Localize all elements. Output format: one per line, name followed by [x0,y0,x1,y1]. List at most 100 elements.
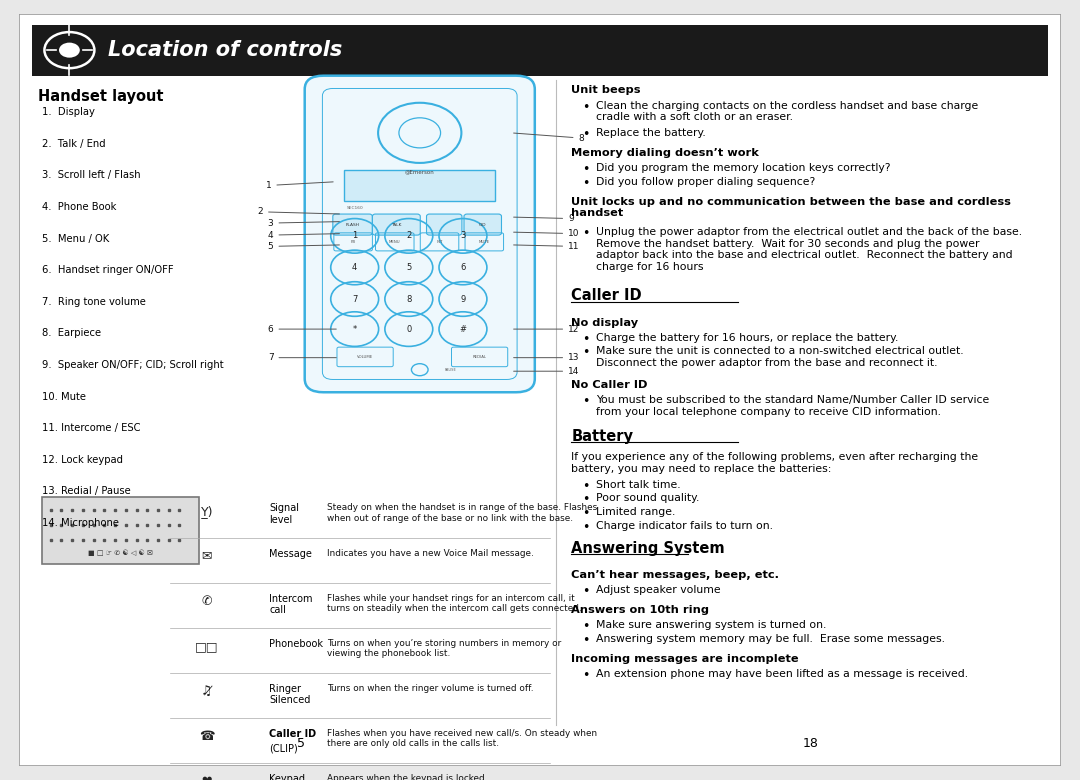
Text: *: * [352,324,356,334]
Text: 2: 2 [257,207,339,216]
Text: Y̲): Y̲) [201,505,213,518]
Text: •: • [582,494,589,506]
Text: 9.  Speaker ON/OFF; CID; Scroll right: 9. Speaker ON/OFF; CID; Scroll right [42,360,224,370]
Text: An extension phone may have been lifted as a message is received.: An extension phone may have been lifted … [596,669,969,679]
Text: 2.  Talk / End: 2. Talk / End [42,139,106,149]
Text: •: • [582,507,589,520]
Text: FLASH: FLASH [346,222,360,226]
Text: •: • [582,346,589,360]
Text: Flashes while your handset rings for an intercom call, it
turns on steadily when: Flashes while your handset rings for an … [326,594,581,613]
Text: 6: 6 [268,324,336,334]
Text: MUTE: MUTE [478,240,490,244]
Text: MENU: MENU [389,240,401,244]
Text: Caller ID: Caller ID [269,729,316,739]
Text: 7.  Ring tone volume: 7. Ring tone volume [42,296,146,307]
Text: 4: 4 [268,231,339,239]
Text: Unit locks up and no communication between the base and cordless
handset: Unit locks up and no communication betwe… [571,197,1011,218]
FancyBboxPatch shape [19,14,1061,766]
Text: Unit beeps: Unit beeps [571,86,640,95]
Text: Caller ID: Caller ID [571,289,642,303]
FancyBboxPatch shape [464,214,501,235]
Text: 8: 8 [406,295,411,303]
Text: 13: 13 [514,353,580,362]
Text: Short talk time.: Short talk time. [596,480,680,490]
Text: Answering system memory may be full.  Erase some messages.: Answering system memory may be full. Era… [596,634,945,644]
Text: If you experience any of the following problems, even after recharging the
batte: If you experience any of the following p… [571,452,978,473]
Text: ■ □ ☞ ✆ ☯ ◁ ☯ ✉: ■ □ ☞ ✆ ☯ ◁ ☯ ✉ [87,550,153,556]
Text: Answers on 10th ring: Answers on 10th ring [571,605,710,615]
Text: •: • [582,227,589,240]
Text: REDIAL: REDIAL [473,355,487,359]
Text: Signal
level: Signal level [269,503,299,525]
Text: 5.  Menu / OK: 5. Menu / OK [42,233,109,243]
Text: Did you program the memory location keys correctly?: Did you program the memory location keys… [596,163,891,173]
Text: Make sure answering system is turned on.: Make sure answering system is turned on. [596,620,826,630]
Text: 18: 18 [802,737,819,750]
Text: •: • [582,128,589,141]
Text: SEC160: SEC160 [347,206,363,210]
Text: 6.  Handset ringer ON/OFF: 6. Handset ringer ON/OFF [42,265,174,275]
Text: Location of controls: Location of controls [108,40,342,60]
Text: •: • [582,332,589,346]
Text: Charge the battery for 16 hours, or replace the battery.: Charge the battery for 16 hours, or repl… [596,332,899,342]
Text: 12. Lock keypad: 12. Lock keypad [42,455,123,465]
Text: •: • [582,101,589,114]
Text: •: • [582,634,589,647]
Text: Adjust speaker volume: Adjust speaker volume [596,585,720,595]
FancyBboxPatch shape [333,214,373,235]
Text: Turns on when you’re storing numbers in memory or
viewing the phonebook list.: Turns on when you’re storing numbers in … [326,639,561,658]
Text: Steady on when the handset is in range of the base. Flashes
when out of range of: Steady on when the handset is in range o… [326,503,597,523]
Text: Keypad
lock: Keypad lock [269,774,306,780]
Text: No Caller ID: No Caller ID [571,380,648,390]
Text: 10. Mute: 10. Mute [42,392,86,402]
Text: ✉: ✉ [202,550,212,562]
Text: INT: INT [436,240,443,244]
Text: •: • [582,585,589,598]
Text: 6: 6 [460,263,465,272]
Text: 11: 11 [514,242,580,251]
Text: Incoming messages are incomplete: Incoming messages are incomplete [571,654,799,664]
Text: 1.  Display: 1. Display [42,108,95,117]
Text: #: # [459,324,467,334]
Text: 1: 1 [352,232,357,240]
FancyBboxPatch shape [305,76,535,392]
Text: □□: □□ [195,640,218,653]
FancyBboxPatch shape [42,497,199,565]
Text: Clean the charging contacts on the cordless handset and base charge
cradle with : Clean the charging contacts on the cordl… [596,101,978,122]
Text: 11. Intercome / ESC: 11. Intercome / ESC [42,423,140,433]
Text: Make sure the unit is connected to a non-switched electrical outlet.
Disconnect : Make sure the unit is connected to a non… [596,346,963,368]
Text: 3.  Scroll left / Flash: 3. Scroll left / Flash [42,171,141,180]
Text: 2: 2 [406,232,411,240]
Text: 3: 3 [268,218,339,228]
Text: Did you follow proper dialing sequence?: Did you follow proper dialing sequence? [596,177,815,187]
Text: Memory dialing doesn’t work: Memory dialing doesn’t work [571,148,759,158]
FancyBboxPatch shape [427,214,462,235]
Text: Flashes when you have received new call/s. On steady when
there are only old cal: Flashes when you have received new call/… [326,729,596,748]
Text: 5: 5 [297,737,305,750]
Text: 0: 0 [406,324,411,334]
Text: Battery: Battery [571,429,633,444]
Text: •: • [582,620,589,633]
Text: 5: 5 [406,263,411,272]
Text: ♫̸: ♫̸ [201,685,213,698]
Text: 7: 7 [352,295,357,303]
Text: ☎̇: ☎̇ [199,730,215,743]
Text: 1: 1 [266,181,333,190]
Text: 7: 7 [268,353,336,362]
Text: PAUSE: PAUSE [445,367,457,372]
Text: 14. Microphone: 14. Microphone [42,518,120,528]
Text: Unplug the power adaptor from the electrical outlet and the back of the base.
Re: Unplug the power adaptor from the electr… [596,227,1023,272]
Text: 13. Redial / Pause: 13. Redial / Pause [42,486,131,496]
Text: Answering System: Answering System [571,541,725,556]
Text: Phonebook: Phonebook [269,639,323,649]
Text: You must be subscribed to the standard Name/Number Caller ID service
from your l: You must be subscribed to the standard N… [596,395,989,417]
FancyBboxPatch shape [345,171,496,200]
Text: 9: 9 [460,295,465,303]
Text: Can’t hear messages, beep, etc.: Can’t hear messages, beep, etc. [571,570,780,580]
Text: Replace the battery.: Replace the battery. [596,128,706,138]
Text: Handset layout: Handset layout [38,89,164,105]
Text: (CLIP): (CLIP) [269,743,298,753]
Text: ✆: ✆ [202,595,212,608]
Text: •: • [582,480,589,493]
Text: Charge indicator fails to turn on.: Charge indicator fails to turn on. [596,521,773,531]
